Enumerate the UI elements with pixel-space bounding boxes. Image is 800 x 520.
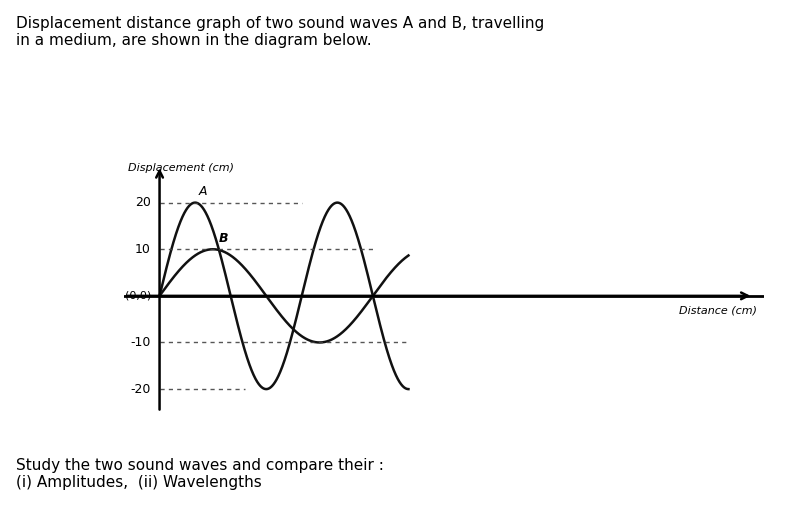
Text: 10: 10 (135, 243, 151, 256)
Text: A: A (198, 185, 207, 198)
Text: (0,0): (0,0) (125, 291, 151, 301)
Text: -10: -10 (130, 336, 151, 349)
Text: 20: 20 (135, 196, 151, 209)
Text: -20: -20 (130, 383, 151, 396)
Text: Displacement (cm): Displacement (cm) (127, 163, 234, 173)
Text: Distance (cm): Distance (cm) (679, 305, 757, 315)
Text: Displacement distance graph of two sound waves A and B, travelling
in a medium, : Displacement distance graph of two sound… (16, 16, 544, 48)
Text: B: B (218, 231, 228, 244)
Text: Study the two sound waves and compare their :
(i) Amplitudes,  (ii) Wavelengths: Study the two sound waves and compare th… (16, 458, 384, 490)
